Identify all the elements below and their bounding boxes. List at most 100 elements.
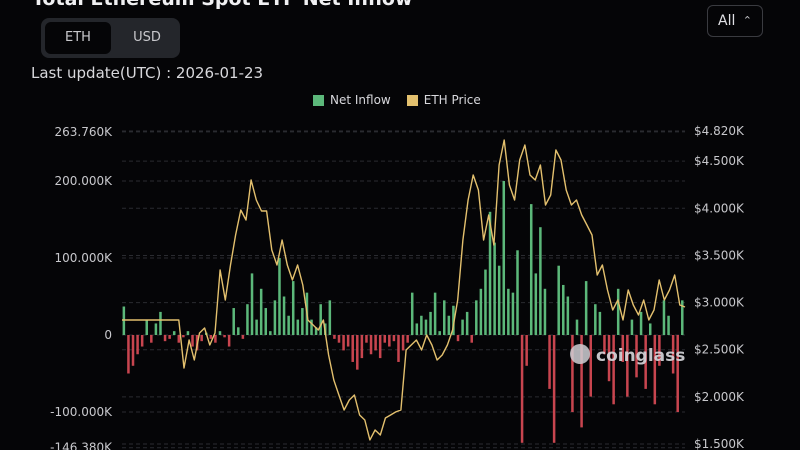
legend: Net Inflow ETH Price <box>313 93 481 107</box>
inflow-bar <box>214 335 217 343</box>
coinglass-watermark: coinglass <box>596 346 685 366</box>
inflow-bar <box>456 335 460 342</box>
inflow-bar <box>346 335 350 347</box>
inflow-bar <box>447 315 451 335</box>
inflow-bar <box>461 319 464 335</box>
inflow-bar <box>534 273 538 335</box>
inflow-bar <box>296 319 300 335</box>
inflow-bar <box>301 308 304 335</box>
inflow-bar <box>328 300 332 335</box>
inflow-bar <box>584 281 588 335</box>
inflow-bar <box>658 335 661 366</box>
inflow-bar <box>648 323 652 335</box>
inflow-bar <box>516 250 519 335</box>
inflow-bar <box>552 335 556 443</box>
inflow-bar <box>337 335 341 343</box>
inflow-bar <box>269 331 272 335</box>
inflow-bar <box>241 335 245 339</box>
inflow-bar <box>667 315 670 335</box>
inflow-bar <box>392 335 396 342</box>
inflow-bar <box>383 335 387 343</box>
inflow-bar <box>209 335 213 339</box>
inflow-bar <box>543 288 547 335</box>
left-axis-tick: 263.760K <box>55 125 114 139</box>
inflow-bar <box>539 227 542 335</box>
toggle-eth[interactable]: ETH <box>45 22 111 54</box>
left-axis-tick: -146.380K <box>50 441 113 450</box>
inflow-bar <box>278 258 281 335</box>
inflow-bar <box>237 327 240 335</box>
inflow-bar <box>612 335 615 405</box>
last-update: Last update(UTC) : 2026-01-23 <box>31 64 264 82</box>
right-axis-tick: $3.000K <box>694 296 745 310</box>
inflow-bar <box>589 335 592 397</box>
inflow-bar <box>310 319 313 335</box>
inflow-bar <box>397 335 400 362</box>
inflow-bar <box>598 311 602 335</box>
inflow-bar <box>616 288 620 335</box>
left-axis-tick: 200.000K <box>55 174 114 188</box>
inflow-bar <box>475 300 478 335</box>
chart-title: Total Ethereum Spot ETF Net Inflow <box>32 0 413 10</box>
inflow-bar <box>653 335 657 405</box>
inflow-bar <box>163 335 167 342</box>
inflow-bar <box>223 335 226 338</box>
inflow-bar <box>470 335 473 343</box>
inflow-bar <box>452 305 455 335</box>
inflow-bar <box>159 311 162 335</box>
inflow-bar <box>497 265 501 335</box>
inflow-bar <box>172 331 176 335</box>
inflow-bar <box>401 335 405 351</box>
inflow-bar <box>191 335 194 347</box>
range-select[interactable]: All ⌃ <box>707 5 763 37</box>
inflow-bar <box>529 204 533 335</box>
inflow-bar <box>671 335 675 374</box>
inflow-bar <box>145 319 149 335</box>
inflow-bar <box>378 335 382 359</box>
inflow-bar <box>594 304 597 335</box>
legend-label: ETH Price <box>423 93 481 107</box>
inflow-bar <box>520 335 524 443</box>
inflow-bar <box>360 335 364 359</box>
inflow-bar <box>479 288 483 335</box>
inflow-bar <box>388 335 391 347</box>
inflow-bar <box>507 288 510 335</box>
inflow-bar <box>127 335 130 374</box>
inflow-bar <box>333 335 336 339</box>
inflow-bar <box>443 300 446 335</box>
inflow-bar <box>644 335 647 389</box>
inflow-bar <box>319 304 322 335</box>
right-axis-tick: $4.500K <box>694 154 745 168</box>
right-axis-tick: $2.500K <box>694 343 745 357</box>
legend-net-inflow[interactable]: Net Inflow <box>313 93 391 107</box>
inflow-bar <box>562 284 565 335</box>
right-axis-tick: $2.000K <box>694 390 745 404</box>
inflow-bar <box>351 335 354 362</box>
inflow-bar <box>603 335 606 355</box>
inflow-bar <box>259 288 263 335</box>
inflow-bar <box>250 273 254 335</box>
inflow-bar <box>566 296 570 335</box>
chevron-up-down-icon: ⌃ <box>742 14 752 27</box>
right-axis-tick: $1.500K <box>694 437 745 450</box>
inflow-bar <box>484 269 487 335</box>
inflow-bar <box>150 335 153 343</box>
inflow-bar <box>406 335 409 343</box>
inflow-bar <box>227 335 231 347</box>
inflow-bar <box>291 281 295 335</box>
inflow-bar <box>438 331 441 335</box>
inflow-bar <box>635 335 638 378</box>
inflow-bar <box>681 300 684 335</box>
inflow-bar <box>282 296 286 335</box>
inflow-bar <box>511 292 515 335</box>
legend-eth-price[interactable]: ETH Price <box>406 93 481 107</box>
inflow-bar <box>626 335 629 397</box>
inflow-bar <box>136 335 139 355</box>
inflow-bar <box>621 335 625 362</box>
inflow-bar <box>639 311 643 335</box>
inflow-bar <box>557 265 560 335</box>
inflow-bar <box>140 335 144 347</box>
inflow-bar <box>571 335 574 412</box>
toggle-usd[interactable]: USD <box>133 30 161 45</box>
